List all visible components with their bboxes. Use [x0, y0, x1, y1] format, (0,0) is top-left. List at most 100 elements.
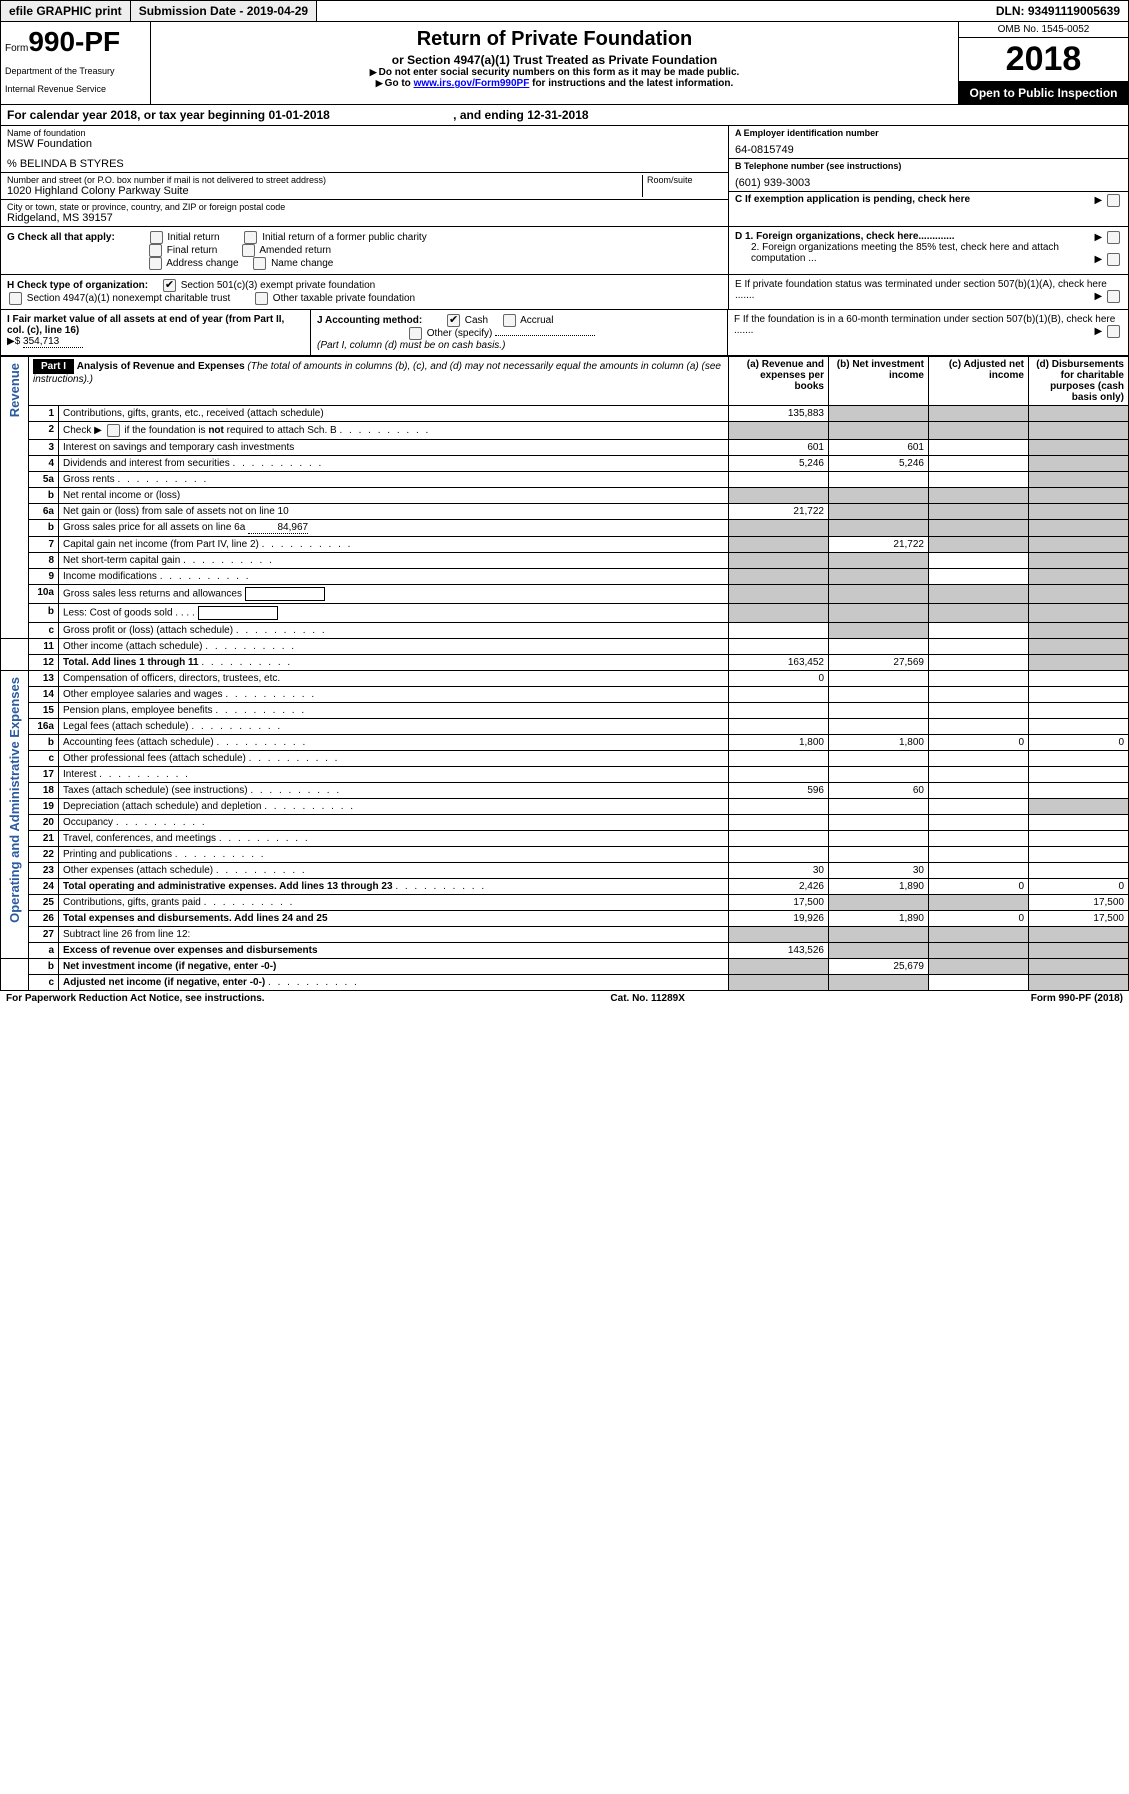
cat-no: Cat. No. 11289X — [610, 993, 684, 1004]
j-note: (Part I, column (d) must be on cash basi… — [317, 340, 505, 351]
phone-value: (601) 939-3003 — [735, 177, 1122, 189]
efile-btn[interactable]: efile GRAPHIC print — [1, 1, 131, 21]
name-change-cb[interactable] — [253, 257, 266, 270]
r16c-n: c — [29, 751, 59, 767]
addr-change-cb[interactable] — [149, 257, 162, 270]
r16b-d: Accounting fees (attach schedule) — [63, 737, 214, 748]
r5a-d: Gross rents — [63, 474, 115, 485]
initial-public-cb[interactable] — [244, 231, 257, 244]
street-address: 1020 Highland Colony Parkway Suite — [7, 185, 642, 197]
r6b-inline: 84,967 — [248, 522, 308, 534]
i-arrow: ▶$ — [7, 336, 20, 347]
initial-return-cb[interactable] — [150, 231, 163, 244]
r22-d: Printing and publications — [63, 849, 172, 860]
r16b-d: 0 — [1029, 735, 1129, 751]
r24-n: 24 — [29, 879, 59, 895]
r27a-d: Excess of revenue over expenses and disb… — [63, 945, 318, 956]
g-label: G Check all that apply: — [7, 232, 115, 243]
instructions-link[interactable]: www.irs.gov/Form990PF — [414, 78, 530, 89]
d1-label: D 1. Foreign organizations, check here..… — [735, 231, 955, 242]
g-o3: Final return — [167, 245, 218, 256]
section-g-d: G Check all that apply: Initial return I… — [0, 227, 1129, 275]
care-of: % BELINDA B STYRES — [7, 158, 722, 170]
r25-a: 17,500 — [729, 895, 829, 911]
r4-b: 5,246 — [829, 456, 929, 472]
r26-n: 26 — [29, 911, 59, 927]
r26-c: 0 — [929, 911, 1029, 927]
r19-d: Depreciation (attach schedule) and deple… — [63, 801, 261, 812]
r23-b: 30 — [829, 863, 929, 879]
r9-d: Income modifications — [63, 571, 157, 582]
r4-n: 4 — [29, 456, 59, 472]
60month-cb[interactable] — [1107, 325, 1120, 338]
r6b-d: Gross sales price for all assets on line… — [63, 522, 245, 533]
r21-n: 21 — [29, 831, 59, 847]
phone-label: B Telephone number (see instructions) — [735, 161, 1122, 171]
addr-label: Number and street (or P.O. box number if… — [7, 175, 642, 185]
city-label: City or town, state or province, country… — [7, 202, 722, 212]
r24-b: 1,890 — [829, 879, 929, 895]
final-return-cb[interactable] — [149, 244, 162, 257]
g-o6: Name change — [271, 258, 333, 269]
tax-year: 2018 — [959, 38, 1128, 82]
r12-a: 163,452 — [729, 655, 829, 671]
accrual-cb[interactable] — [503, 314, 516, 327]
other-method-cb[interactable] — [409, 327, 422, 340]
r5b-n: b — [29, 488, 59, 504]
other-taxable-cb[interactable] — [255, 292, 268, 305]
sch-b-cb[interactable] — [107, 424, 120, 437]
r16b-n: b — [29, 735, 59, 751]
form-title: Return of Private Foundation — [157, 28, 952, 51]
4947-cb[interactable] — [9, 292, 22, 305]
r13-n: 13 — [29, 671, 59, 687]
r10a-n: 10a — [29, 585, 59, 604]
r7-n: 7 — [29, 537, 59, 553]
paperwork-notice: For Paperwork Reduction Act Notice, see … — [6, 993, 265, 1004]
cy-mid: , and ending — [450, 108, 527, 122]
r26-b: 1,890 — [829, 911, 929, 927]
r6a-n: 6a — [29, 504, 59, 520]
section-h-e: H Check type of organization: Section 50… — [0, 275, 1129, 310]
col-b-header: (b) Net investment income — [829, 357, 929, 406]
cy-pre: For calendar year 2018, or tax year begi… — [7, 108, 268, 122]
r4-a: 5,246 — [729, 456, 829, 472]
col-c-header: (c) Adjusted net income — [929, 357, 1029, 406]
cash-cb[interactable] — [447, 314, 460, 327]
e-label: E If private foundation status was termi… — [735, 279, 1107, 301]
r7-d: Capital gain net income (from Part IV, l… — [63, 539, 259, 550]
terminated-cb[interactable] — [1107, 290, 1120, 303]
r16c-d: Other professional fees (attach schedule… — [63, 753, 246, 764]
r16a-d: Legal fees (attach schedule) — [63, 721, 189, 732]
r25-d: Contributions, gifts, grants paid — [63, 897, 201, 908]
foreign-org-cb[interactable] — [1107, 231, 1120, 244]
r8-n: 8 — [29, 553, 59, 569]
omb-number: OMB No. 1545-0052 — [959, 22, 1128, 38]
r8-d: Net short-term capital gain — [63, 555, 180, 566]
r26-d: Total expenses and disbursements. Add li… — [63, 913, 328, 924]
r18-a: 596 — [729, 783, 829, 799]
form-prefix: Form — [5, 43, 28, 54]
section-ijf: I Fair market value of all assets at end… — [0, 310, 1129, 356]
r27a-a: 143,526 — [729, 943, 829, 959]
r15-d: Pension plans, employee benefits — [63, 705, 213, 716]
fmv-value: 354,713 — [23, 336, 83, 348]
cy-end: 12-31-2018 — [527, 108, 588, 122]
r12-d: Total. Add lines 1 through 11 — [63, 657, 199, 668]
r19-n: 19 — [29, 799, 59, 815]
r26-d: 17,500 — [1029, 911, 1129, 927]
amended-cb[interactable] — [242, 244, 255, 257]
r11-n: 11 — [29, 639, 59, 655]
r4-d: Dividends and interest from securities — [63, 458, 230, 469]
h-label: H Check type of organization: — [7, 280, 148, 291]
r3-n: 3 — [29, 440, 59, 456]
foreign-85-cb[interactable] — [1107, 253, 1120, 266]
g-o5: Address change — [166, 258, 238, 269]
r27b-n: b — [29, 959, 59, 975]
r10b-d: Less: Cost of goods sold — [63, 608, 173, 619]
501c3-cb[interactable] — [163, 279, 176, 292]
exemption-pending-checkbox[interactable] — [1107, 194, 1120, 207]
r23-n: 23 — [29, 863, 59, 879]
h-o1: Section 501(c)(3) exempt private foundat… — [181, 280, 376, 291]
g-o1: Initial return — [167, 232, 219, 243]
form-title-block: Return of Private Foundation or Section … — [151, 22, 958, 104]
